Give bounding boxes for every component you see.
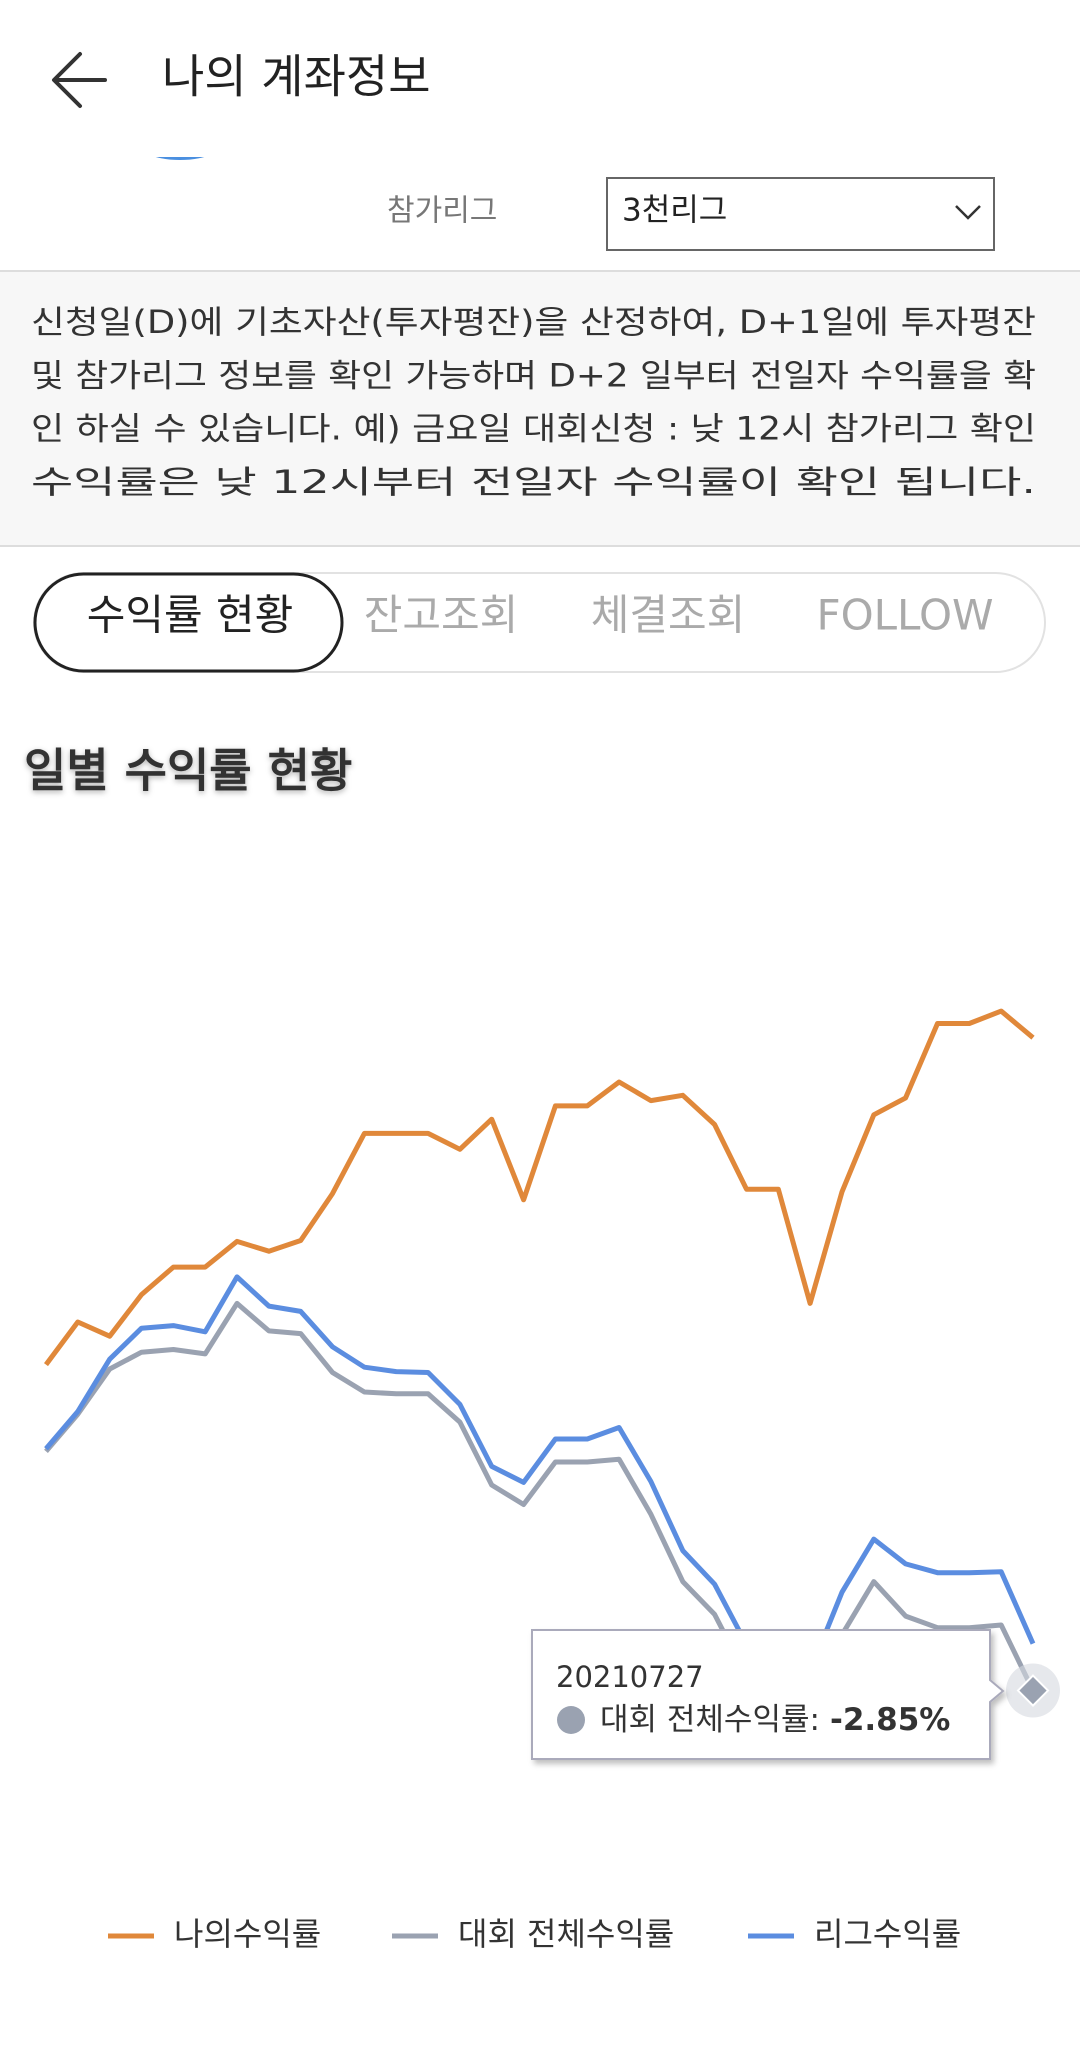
active-tab [33,572,344,673]
notice-line: 인 하실 수 있습니다. 예) 금요일 대회신청 : 낮 12시 참가리그 확인 [31,410,1036,448]
tooltip: 20210727 대회 전체수익률: -2.85% [531,1629,1005,1760]
notice-line: 신청일(D)에 기초자산(투자평잔)을 산정하여, D+1일에 투자평잔 [31,303,1036,341]
tooltip-dot [557,1706,585,1734]
tab[interactable]: 잔고조회 [364,591,519,640]
header-title: 나의 계좌정보 [162,50,431,104]
back-button[interactable] [52,52,107,108]
tab[interactable]: FOLLOW [816,591,993,640]
legend-label: 대회 전체수익률 [458,1915,674,1953]
select-box [606,177,995,251]
league-label: 참가리그 [387,194,497,229]
hover-marker [1016,1674,1050,1707]
select-value: 3천리그 [622,193,727,229]
chart: 20210727 대회 전체수익률: -2.85% [43,1008,1060,1760]
avatar [155,157,205,160]
section-title: 일별 수익률 현황 [24,744,352,798]
legend: 나의수익률 대회 전체수익률 리그수익률 [108,1915,961,1953]
tooltip-series: 대회 전체수익률: [600,1702,820,1738]
tab[interactable]: 수익률 현황 [87,591,294,640]
tab[interactable]: 체결조회 [591,591,746,640]
tooltip-line: 대회 전체수익률: -2.85% [600,1702,950,1738]
legend-label: 나의수익률 [174,1915,321,1953]
tooltip-box [531,1629,1005,1760]
series-line [44,1300,1036,1702]
notice-line: 수익률은 낮 12시부터 전일자 수익률이 확인 됩니다. [31,463,1036,501]
series-line [43,1008,1035,1367]
select-caret [955,205,981,220]
tabs: 수익률 현황 잔고조회 체결조회 FOLLOW [87,591,994,640]
series-line [44,1274,1036,1674]
legend-label: 리그수익률 [814,1915,961,1953]
notice-box [0,271,1080,546]
tooltip-date: 20210727 [556,1660,704,1694]
tooltip-value: -2.85% [830,1702,950,1738]
back-arrow [52,52,107,108]
league-select[interactable]: 3천리그 [606,177,995,251]
notice-line: 및 참가리그 정보를 확인 가능하며 D+2 일부터 전일자 수익률을 확 [31,356,1036,394]
